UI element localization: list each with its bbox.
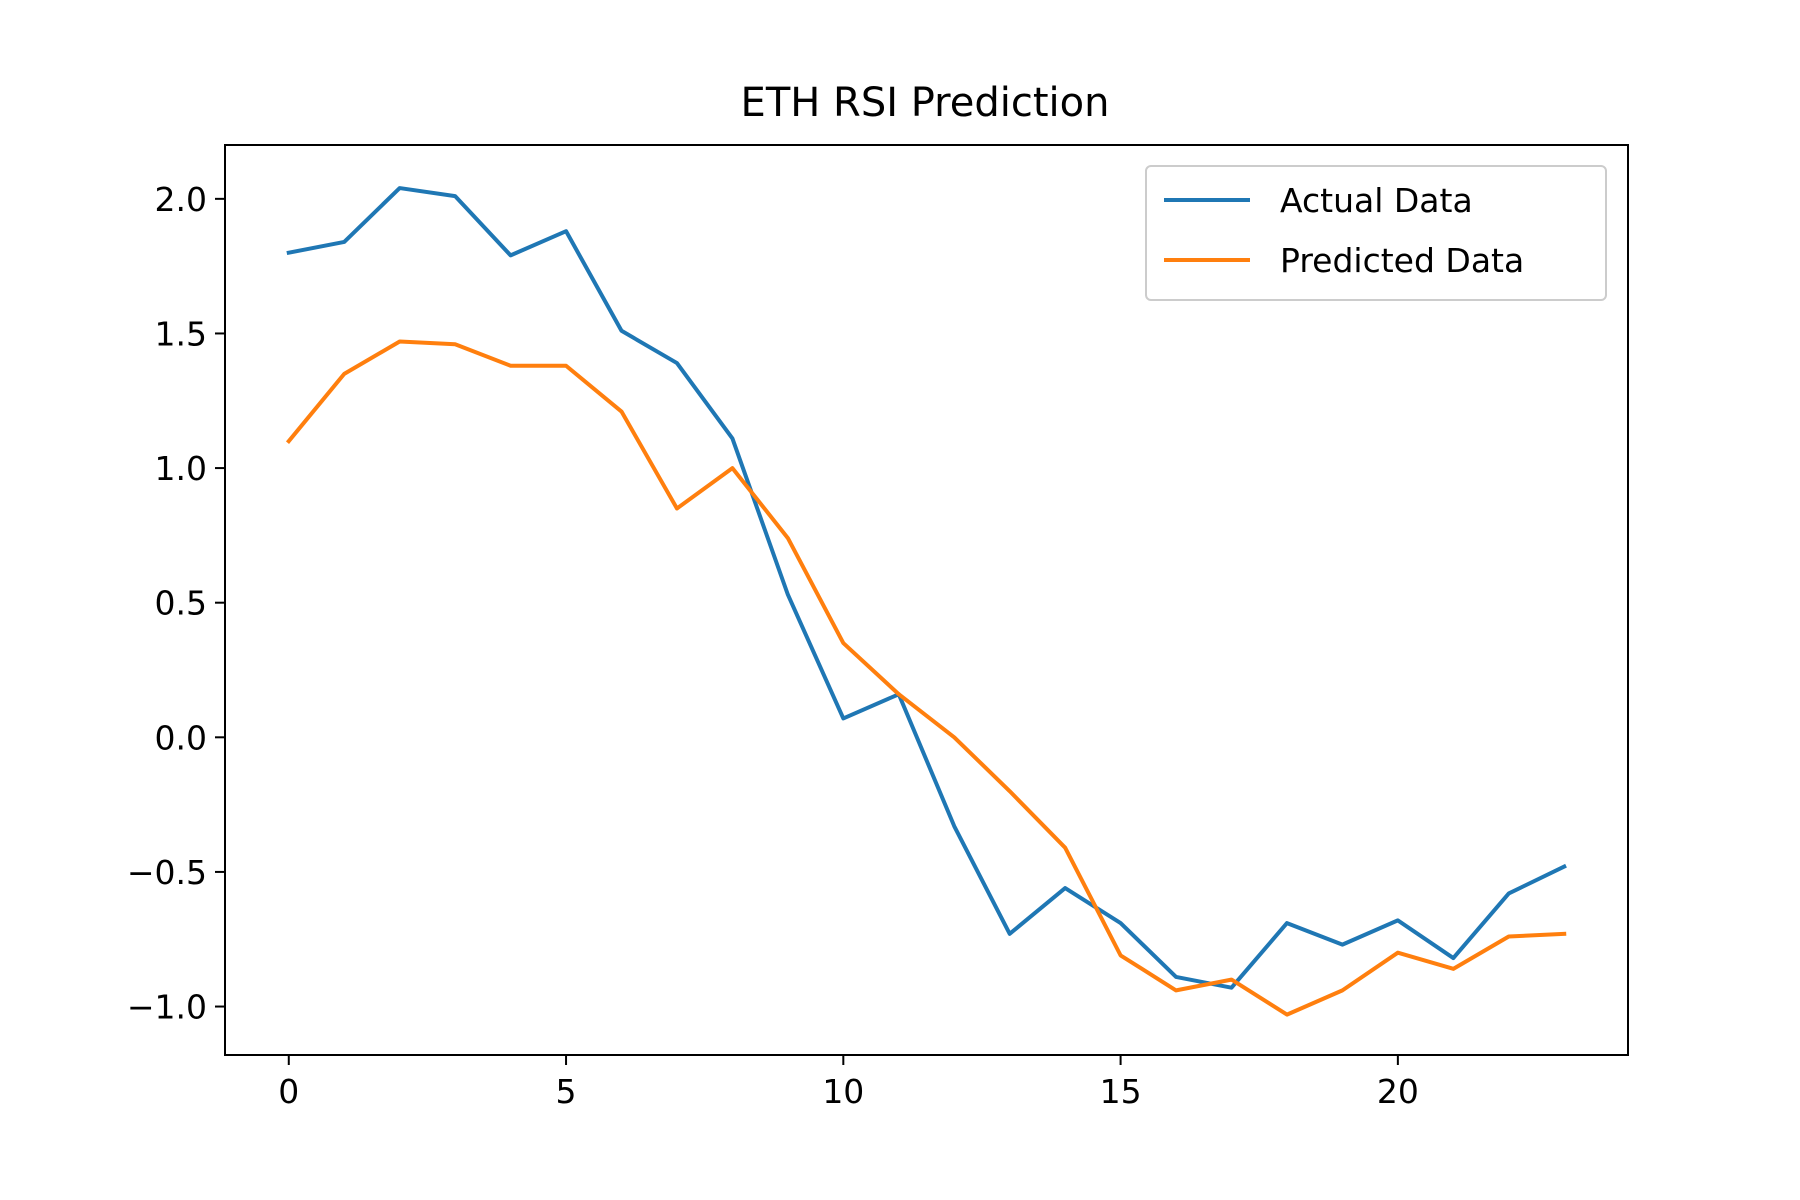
- x-tick-label: 5: [556, 1072, 577, 1111]
- x-tick-label: 15: [1100, 1072, 1142, 1111]
- y-tick-label: 2.0: [155, 180, 207, 219]
- y-tick-label: 0.0: [155, 718, 207, 757]
- legend-label: Predicted Data: [1280, 241, 1524, 280]
- y-tick-label: 1.5: [155, 314, 207, 353]
- series-line-actual-data: [286, 186, 1567, 990]
- series-line-predicted-data: [285, 339, 1567, 1017]
- legend-box: [1145, 165, 1607, 301]
- y-tick-label: 1.0: [155, 449, 207, 488]
- y-axis: −1.0 −0.5 0.0 0.5 1.0 1.5 2.0: [127, 180, 225, 1027]
- x-tick-label: 20: [1377, 1072, 1419, 1111]
- chart-title: ETH RSI Prediction: [741, 80, 1110, 126]
- axes-frame: [224, 144, 1629, 1056]
- x-axis: 0 5 10 15 20: [278, 1055, 1419, 1111]
- y-tick-label: 0.5: [155, 584, 207, 623]
- legend: Actual Data Predicted Data: [1145, 165, 1607, 301]
- y-tick-label: −1.0: [127, 988, 207, 1027]
- plot-area: [224, 144, 1629, 1056]
- x-tick-label: 10: [822, 1072, 864, 1111]
- x-tick-label: 0: [278, 1072, 299, 1111]
- legend-label: Actual Data: [1280, 181, 1473, 220]
- y-tick-label: −0.5: [127, 853, 207, 892]
- series-layer: [285, 186, 1567, 1017]
